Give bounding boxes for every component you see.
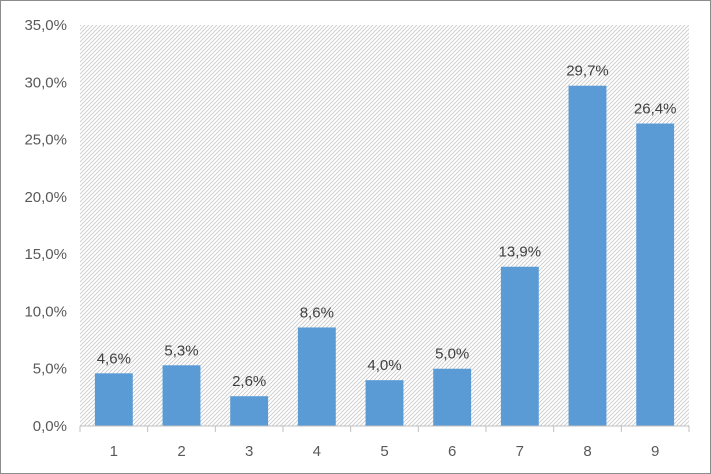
- y-tick-label: 0,0%: [33, 418, 67, 435]
- x-tick-label: 1: [110, 443, 118, 460]
- y-tick-label: 10,0%: [24, 303, 67, 320]
- bar: [230, 396, 269, 426]
- bar: [162, 365, 201, 426]
- bar: [636, 123, 675, 426]
- x-tick-label: 2: [177, 443, 185, 460]
- y-tick-label: 35,0%: [24, 17, 67, 34]
- bar: [94, 373, 133, 426]
- data-label: 13,9%: [499, 244, 542, 261]
- data-label: 29,7%: [566, 63, 609, 80]
- data-label: 4,0%: [367, 357, 401, 374]
- x-tick-label: 4: [313, 443, 321, 460]
- data-label: 8,6%: [300, 304, 334, 321]
- x-tick-label: 9: [651, 443, 659, 460]
- bars: [94, 85, 675, 427]
- bar: [297, 327, 336, 426]
- data-label: 5,0%: [435, 346, 469, 363]
- y-tick-label: 20,0%: [24, 189, 67, 206]
- y-tick-label: 5,0%: [33, 361, 67, 378]
- data-labels: 4,6% 5,3% 2,6% 8,6% 4,0% 5,0% 13,9% 29,7% 26,4%: [97, 63, 677, 390]
- data-label: 5,3%: [164, 342, 198, 359]
- bar: [568, 85, 607, 427]
- bar: [365, 380, 404, 426]
- x-axis: 1 2 3 4 5 6 7 8 9: [79, 425, 690, 460]
- x-tick-label: 3: [245, 443, 253, 460]
- bar: [500, 266, 539, 426]
- y-tick-label: 15,0%: [24, 246, 67, 263]
- x-tick-label: 6: [448, 443, 456, 460]
- bar: [433, 368, 472, 426]
- data-label: 26,4%: [634, 101, 677, 118]
- x-tick-label: 8: [583, 443, 591, 460]
- y-axis: 0,0% 5,0% 10,0% 15,0% 20,0% 25,0% 30,0% 35,0%: [24, 17, 67, 435]
- data-label: 4,6%: [97, 350, 131, 367]
- data-label: 2,6%: [232, 373, 266, 390]
- x-tick-label: 7: [516, 443, 524, 460]
- y-tick-label: 25,0%: [24, 132, 67, 149]
- y-tick-label: 30,0%: [24, 74, 67, 91]
- x-tick-label: 5: [380, 443, 388, 460]
